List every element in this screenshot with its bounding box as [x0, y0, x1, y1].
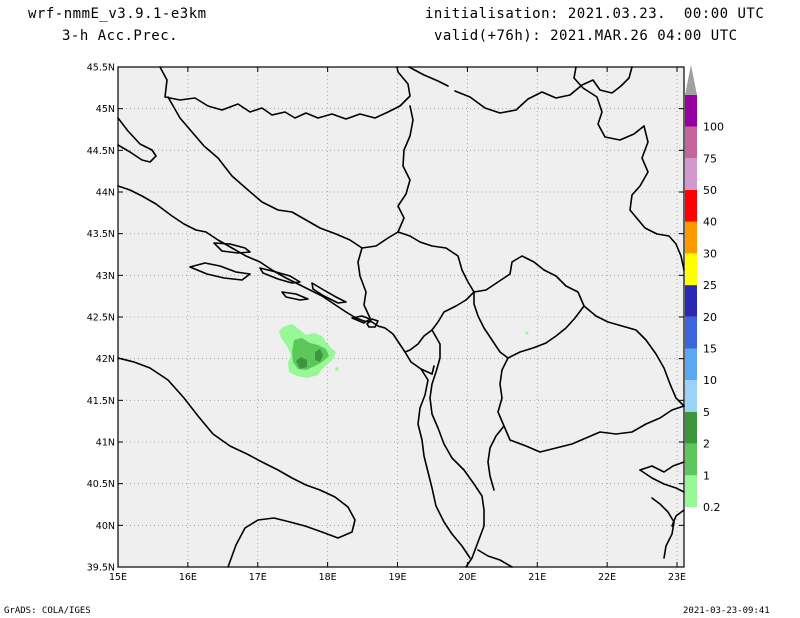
lat-tick-label: 40.5N: [87, 479, 115, 490]
graticule-grid: [118, 67, 684, 567]
colorbar-segment: [685, 411, 697, 444]
lon-tick-label: 18E: [319, 572, 337, 583]
lat-tick-label: 45.5N: [87, 63, 115, 74]
colorbar-segment: [685, 285, 697, 317]
lon-tick-label: 19E: [388, 572, 406, 583]
lat-tick-label: 40N: [96, 521, 115, 532]
generation-timestamp: 2021-03-23-09:41: [683, 606, 770, 616]
colorbar-level-label: 5: [703, 406, 710, 419]
colorbar-level-label: 20: [703, 311, 717, 324]
colorbar-segment: [685, 348, 697, 381]
model-title: wrf-nmmE_v3.9.1-e3km: [28, 6, 207, 22]
colorbar-segment: [685, 190, 697, 222]
lon-tick-label: 17E: [249, 572, 267, 583]
colorbar-level-label: 30: [703, 247, 717, 260]
colorbar-segment: [685, 158, 697, 190]
longitude-labels: 15E 16E 17E 18E 19E 20E 21E 22E 23E: [109, 572, 686, 583]
colorbar-level-label: 40: [703, 216, 717, 229]
lat-tick-label: 41N: [96, 438, 115, 449]
lat-tick-label: 42N: [96, 354, 115, 365]
lon-tick-label: 23E: [668, 572, 686, 583]
lat-tick-label: 44N: [96, 188, 115, 199]
colorbar-level-label: 15: [703, 343, 717, 356]
init-time: initialisation: 2021.03.23. 00:00 UTC: [425, 6, 765, 22]
lat-tick-label: 42.5N: [87, 313, 115, 324]
colorbar-segment: [685, 475, 697, 507]
coastlines-borders: [117, 66, 685, 568]
colorbar-level-label: 25: [703, 279, 717, 292]
colorbar-segment: [685, 316, 697, 349]
lon-tick-label: 21E: [528, 572, 546, 583]
lat-tick-label: 43N: [96, 271, 115, 282]
colorbar-segment: [685, 94, 697, 127]
valid-time: valid(+76h): 2021.MAR.26 04:00 UTC: [434, 28, 738, 44]
colorbar-level-label: 1: [703, 469, 710, 482]
lat-tick-label: 39.5N: [87, 563, 115, 574]
lat-tick-label: 43.5N: [87, 229, 115, 240]
lon-tick-label: 15E: [109, 572, 127, 583]
lon-tick-label: 20E: [458, 572, 476, 583]
colorbar-level-label: 75: [703, 152, 717, 165]
colorbar-segment: [685, 126, 697, 159]
colorbar-max-arrow: [685, 64, 697, 95]
precip-area-2: [296, 349, 323, 369]
colorbar-segment: [685, 253, 697, 286]
colorbar-segment: [685, 221, 697, 254]
lon-tick-label: 16E: [179, 572, 197, 583]
colorbar-level-label: 0.2: [703, 501, 721, 514]
colorbar-level-label: 10: [703, 374, 717, 387]
latitude-labels: 45.5N 45N 44.5N 44N 43.5N 43N 42.5N 42N 41.5N 41N…: [87, 63, 115, 574]
colorbar-segment: [685, 443, 697, 476]
lat-tick-label: 41.5N: [87, 396, 115, 407]
colorbar-level-label: 2: [703, 438, 710, 451]
field-title: 3-h Acc.Prec.: [62, 28, 179, 44]
colorbar-below-min: [685, 507, 697, 567]
map-background: [118, 67, 684, 567]
colorbar-level-label: 50: [703, 184, 717, 197]
axis-ticks: [117, 66, 684, 568]
grads-credit: GrADS: COLA/IGES: [4, 606, 91, 616]
lat-tick-label: 44.5N: [87, 146, 115, 157]
colorbar-segment: [685, 380, 697, 412]
lat-tick-label: 45N: [96, 104, 115, 115]
lon-tick-label: 22E: [598, 572, 616, 583]
colorbar-level-label: 100: [703, 121, 724, 134]
